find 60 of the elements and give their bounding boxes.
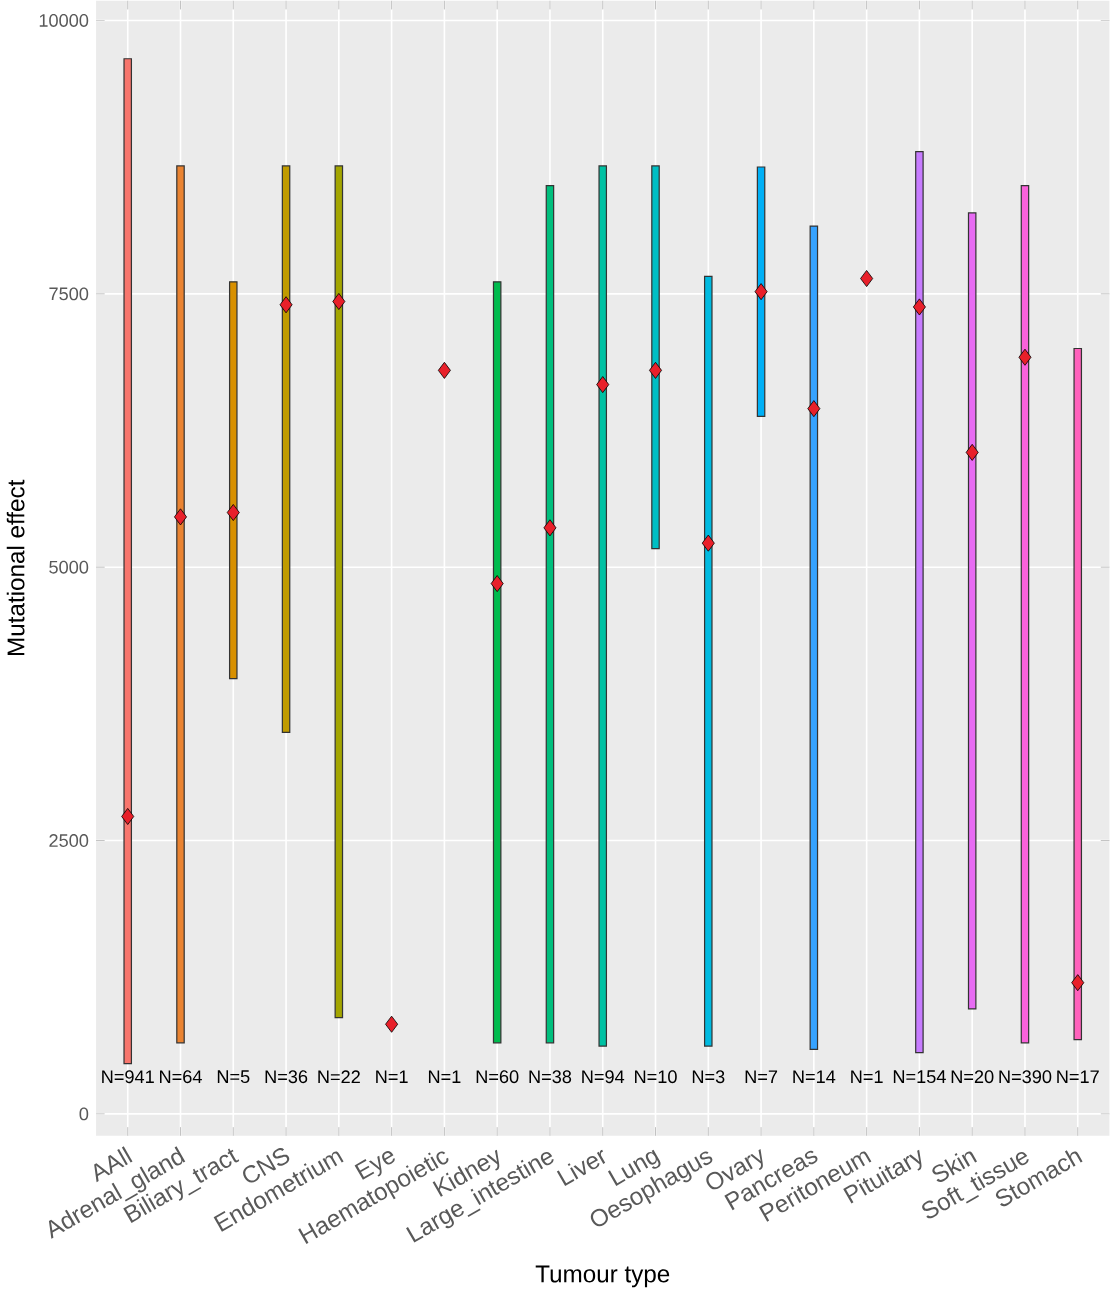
annotation: N=36	[265, 1070, 308, 1084]
bar	[334, 165, 344, 1019]
bar	[967, 212, 977, 1010]
point	[121, 808, 135, 825]
bar	[651, 165, 660, 550]
annotation: N=60	[476, 1070, 519, 1084]
annotation: N=64	[159, 1070, 202, 1084]
point	[701, 534, 715, 552]
y-tick-label: 5000	[49, 560, 89, 574]
point	[754, 283, 768, 301]
point	[332, 293, 346, 310]
annotation: N=154	[893, 1070, 946, 1084]
point	[1018, 348, 1032, 366]
annotation: N=94	[582, 1070, 625, 1084]
point	[437, 361, 451, 379]
point	[385, 1015, 398, 1033]
point	[173, 508, 187, 526]
bar	[809, 225, 819, 1050]
bar	[123, 58, 132, 1065]
bar	[1073, 347, 1082, 1041]
annotation: N=38	[529, 1070, 572, 1084]
y-tick-label: 2500	[49, 834, 89, 847]
annotation: N=14	[793, 1070, 836, 1083]
point	[648, 361, 662, 379]
point	[596, 376, 610, 394]
annotation: N=390	[999, 1070, 1052, 1084]
point	[965, 443, 979, 461]
y-axis-title: Mutational effect	[6, 479, 25, 655]
point	[807, 400, 821, 418]
y-tick-label: 0	[79, 1107, 89, 1121]
y-tick-label: 7500	[49, 287, 89, 301]
point	[279, 296, 293, 314]
annotation: N=10	[634, 1070, 677, 1084]
point	[543, 519, 557, 537]
point	[226, 504, 240, 521]
annotation: N=5	[217, 1070, 250, 1084]
y-tick-label: 10000	[39, 14, 89, 27]
bar	[545, 184, 555, 1044]
bar	[176, 165, 185, 1044]
bar	[915, 151, 924, 1054]
annotation: N=1	[428, 1070, 461, 1083]
annotation: N=20	[951, 1070, 994, 1084]
point	[860, 270, 874, 288]
bar	[1020, 184, 1030, 1044]
annotation: N=1	[851, 1070, 883, 1083]
point	[1071, 974, 1085, 992]
bar	[281, 165, 291, 733]
bar	[703, 275, 713, 1047]
annotation: N=17	[1057, 1070, 1099, 1083]
bar	[598, 165, 607, 1047]
annotation: N=941	[102, 1070, 154, 1084]
point	[490, 575, 504, 593]
annotation: N=3	[692, 1070, 725, 1084]
point	[912, 298, 926, 316]
annotation: N=22	[318, 1070, 360, 1084]
bar	[492, 281, 502, 1044]
annotation: N=7	[745, 1070, 777, 1083]
bar	[228, 281, 238, 680]
annotation: N=1	[376, 1070, 408, 1083]
x-axis-title: Tumour type	[535, 1265, 670, 1288]
